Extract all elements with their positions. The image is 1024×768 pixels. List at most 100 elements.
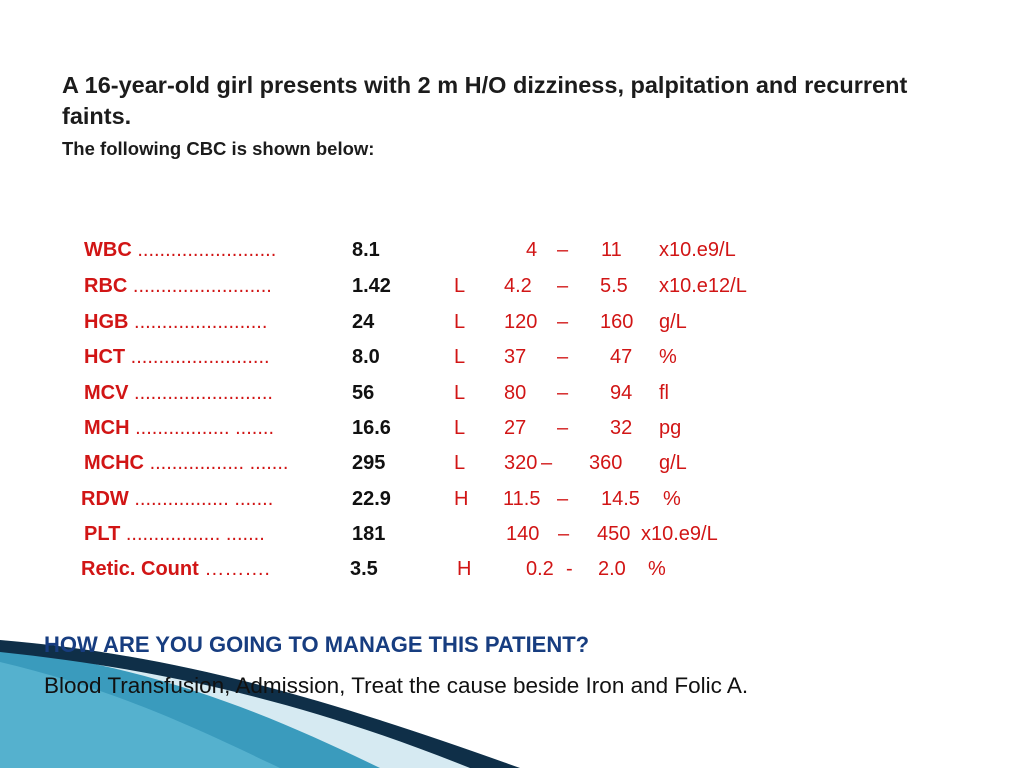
- range-dash: –: [557, 488, 569, 510]
- test-unit: g/L: [659, 311, 687, 333]
- cbc-row-rbc: RBC ......................... 1.42 L 4.2…: [0, 270, 1024, 302]
- test-name: RBC: [84, 275, 128, 297]
- range-dash: –: [557, 382, 569, 404]
- dot-leader: ................. .......: [149, 452, 289, 474]
- range-low: 320: [504, 452, 538, 474]
- range-low: 27: [504, 417, 527, 439]
- test-label: HGB ........................: [84, 306, 267, 338]
- range-dash: –: [557, 239, 569, 261]
- test-value: 56: [352, 382, 375, 404]
- dot-leader: .........................: [130, 346, 270, 368]
- test-label: MCH ................. .......: [84, 412, 274, 444]
- cbc-row-mchc: MCHC ................. ....... 295 L 320…: [0, 447, 1024, 479]
- range-high: 360: [589, 452, 623, 474]
- cbc-row-hgb: HGB ........................ 24 L 120 – …: [0, 306, 1024, 338]
- test-unit: x10.e9/L: [641, 523, 718, 545]
- range-high: 5.5: [600, 275, 628, 297]
- dot-leader: .........................: [137, 239, 277, 261]
- dot-leader: ................. .......: [134, 488, 274, 510]
- test-label: RBC .........................: [84, 270, 272, 302]
- slide-subtitle: The following CBC is shown below:: [62, 138, 375, 159]
- dot-leader: .........................: [134, 382, 273, 404]
- range-dash: –: [558, 523, 570, 545]
- test-label: WBC .........................: [84, 234, 276, 266]
- range-low: 0.2: [526, 558, 554, 580]
- range-dash: –: [557, 346, 569, 368]
- range-low: 80: [504, 382, 527, 404]
- test-value: 16.6: [352, 417, 391, 439]
- dot-leader: ................. .......: [135, 417, 275, 439]
- test-label: MCV .........................: [84, 377, 273, 409]
- cbc-row-mcv: MCV ......................... 56 L 80 – …: [0, 377, 1024, 409]
- test-flag: L: [454, 311, 466, 333]
- test-name: Retic. Count: [81, 558, 199, 580]
- range-dash: –: [557, 417, 569, 439]
- cbc-row-plt: PLT ................. ....... 181 140 – …: [0, 518, 1024, 550]
- range-dash: -: [566, 558, 573, 580]
- cbc-row-hct: HCT ......................... 8.0 L 37 –…: [0, 341, 1024, 373]
- range-low: 140: [506, 523, 540, 545]
- range-high: 94: [610, 382, 633, 404]
- cbc-row-retic-count: Retic. Count ………. 3.5 H 0.2 - 2.0 %: [0, 553, 1024, 585]
- range-high: 32: [610, 417, 633, 439]
- range-high: 11: [601, 239, 622, 261]
- dot-leader: ................. .......: [125, 523, 265, 545]
- test-flag: H: [454, 488, 469, 510]
- test-value: 1.42: [352, 275, 391, 297]
- test-unit: fl: [659, 382, 669, 404]
- dot-leader: ........................: [134, 311, 268, 333]
- test-value: 8.1: [352, 239, 380, 261]
- test-name: HGB: [84, 311, 129, 333]
- test-value: 3.5: [350, 558, 378, 580]
- test-name: MCV: [84, 382, 129, 404]
- dot-leader: ……….: [204, 558, 270, 580]
- test-value: 22.9: [352, 488, 391, 510]
- range-low: 120: [504, 311, 538, 333]
- test-unit: pg: [659, 417, 682, 439]
- test-label: Retic. Count ……….: [81, 553, 270, 585]
- test-flag: L: [454, 382, 466, 404]
- range-low: 11.5: [503, 488, 541, 510]
- test-name: PLT: [84, 523, 121, 545]
- management-question: HOW ARE YOU GOING TO MANAGE THIS PATIENT…: [44, 632, 590, 657]
- range-low: 4.2: [504, 275, 532, 297]
- test-name: HCT: [84, 346, 126, 368]
- test-label: HCT .........................: [84, 341, 270, 373]
- test-flag: L: [454, 452, 466, 474]
- test-name: RDW: [81, 488, 129, 510]
- range-high: 47: [610, 346, 633, 368]
- range-dash: –: [557, 311, 569, 333]
- cbc-row-mch: MCH ................. ....... 16.6 L 27 …: [0, 412, 1024, 444]
- management-answer: Blood Transfusion, Admission, Treat the …: [44, 673, 749, 698]
- dot-leader: .........................: [132, 275, 272, 297]
- wave-dark-band: [0, 640, 520, 768]
- test-name: MCH: [84, 417, 130, 439]
- test-flag: L: [454, 275, 466, 297]
- cbc-row-rdw: RDW ................. ....... 22.9 H 11.…: [0, 483, 1024, 515]
- test-label: RDW ................. .......: [81, 483, 273, 515]
- test-name: MCHC: [84, 452, 144, 474]
- test-unit: %: [659, 346, 677, 368]
- test-unit: %: [648, 558, 666, 580]
- slide-title: A 16-year-old girl presents with 2 m H/O…: [62, 72, 908, 129]
- range-low: 4: [526, 239, 538, 261]
- test-value: 24: [352, 311, 375, 333]
- range-low: 37: [504, 346, 527, 368]
- range-high: 2.0: [598, 558, 626, 580]
- test-label: PLT ................. .......: [84, 518, 265, 550]
- cbc-row-wbc: WBC ......................... 8.1 4 – 11…: [0, 234, 1024, 266]
- test-label: MCHC ................. .......: [84, 447, 288, 479]
- range-dash: –: [541, 452, 553, 474]
- range-high: 450: [597, 523, 631, 545]
- range-high: 14.5: [601, 488, 640, 510]
- range-dash: –: [557, 275, 569, 297]
- test-value: 8.0: [352, 346, 380, 368]
- test-unit: x10.e12/L: [659, 275, 747, 297]
- test-flag: H: [457, 558, 472, 580]
- test-unit: g/L: [659, 452, 687, 474]
- range-high: 160: [600, 311, 634, 333]
- test-value: 295: [352, 452, 386, 474]
- wave-teal-highlight: [0, 662, 280, 768]
- test-flag: L: [454, 417, 466, 439]
